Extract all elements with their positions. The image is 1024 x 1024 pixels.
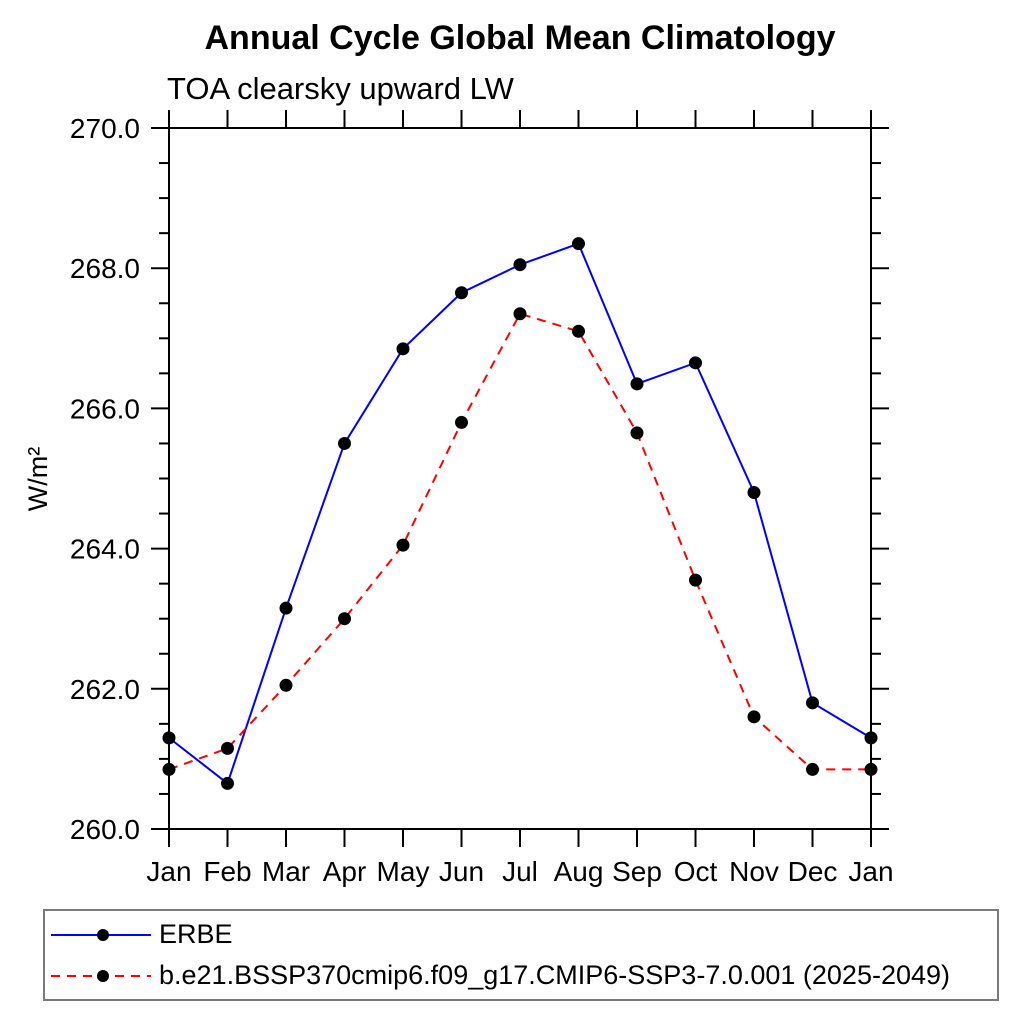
x-tick-label: Feb [203, 856, 251, 887]
y-tick-label: 268.0 [70, 253, 140, 284]
x-tick-label: Mar [262, 856, 310, 887]
data-point [689, 356, 702, 370]
chart-title: Annual Cycle Global Mean Climatology [204, 19, 836, 57]
data-point [279, 601, 293, 615]
data-point [806, 762, 819, 776]
data-point [572, 324, 585, 338]
data-point [513, 258, 527, 272]
x-tick-label: Apr [323, 856, 367, 887]
data-point [221, 776, 234, 790]
y-tick-label: 270.0 [70, 113, 140, 144]
series-line-1 [168, 312, 871, 771]
legend-label: b.e21.BSSP370cmip6.f09_g17.CMIP6-SSP3-7.… [159, 960, 951, 990]
legend-marker-icon [97, 969, 109, 982]
legend-line-sample [51, 928, 151, 941]
legend-label: ERBE [159, 919, 233, 949]
y-tick-label: 266.0 [70, 393, 140, 424]
x-tick-label: Nov [729, 856, 779, 887]
data-point [396, 538, 410, 552]
legend-line-sample [51, 969, 151, 982]
x-tick-label: Oct [674, 856, 718, 887]
x-tick-label: Sep [612, 856, 662, 887]
plot-area: Jan Feb Mar Apr May Jun Jul Aug Sep Oct Nov Dec Jan2… [70, 110, 894, 887]
data-point [689, 573, 702, 587]
data-point [806, 696, 819, 710]
x-tick-label: Dec [788, 856, 838, 887]
y-tick-label: 260.0 [70, 814, 140, 845]
data-point [396, 342, 410, 356]
data-point [630, 377, 644, 391]
x-tick-label: Jan [848, 856, 893, 887]
data-point [630, 426, 644, 440]
legend-item: ERBE [49, 918, 997, 952]
data-point [279, 678, 293, 692]
x-tick-label: Jan [146, 856, 191, 887]
data-point [221, 741, 234, 755]
x-tick-label: May [377, 856, 430, 887]
y-tick-label: 262.0 [70, 674, 140, 705]
data-point [455, 415, 468, 429]
data-point [455, 286, 468, 300]
data-point [864, 731, 878, 745]
legend: ERBE b.e21.BSSP370cmip6.f09_g17.CMIP6-SSP… [43, 909, 999, 1001]
x-tick-label: Aug [554, 856, 604, 887]
data-point [513, 307, 527, 321]
chart-subtitle: TOA clearsky upward LW [167, 71, 514, 106]
data-point [338, 436, 351, 450]
y-tick-label: 264.0 [70, 534, 140, 565]
data-point [747, 710, 761, 724]
x-tick-label: Jul [502, 856, 538, 887]
data-point [864, 762, 878, 776]
data-point [338, 612, 351, 626]
data-point [572, 237, 585, 251]
data-point [747, 486, 761, 500]
data-point [162, 762, 176, 776]
x-tick-label: Jun [439, 856, 484, 887]
axes-frame [168, 127, 872, 830]
legend-marker-icon [97, 928, 109, 941]
series-line-0 [168, 242, 872, 786]
legend-item: b.e21.BSSP370cmip6.f09_g17.CMIP6-SSP3-7.… [49, 959, 997, 993]
data-point [162, 731, 176, 745]
